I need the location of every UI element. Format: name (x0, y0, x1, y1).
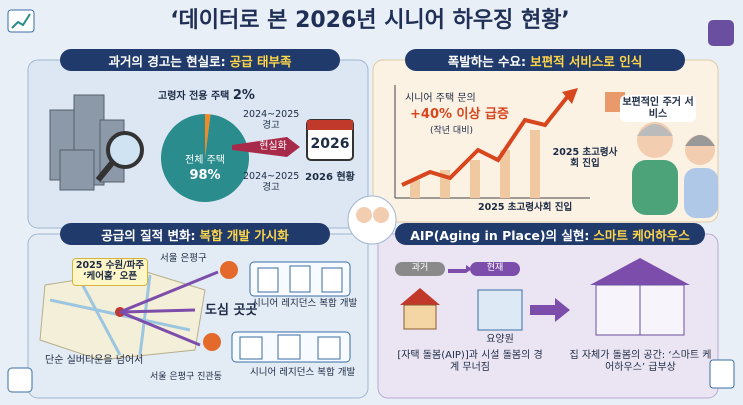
pin (203, 333, 221, 351)
corner-icons (7, 9, 735, 393)
couple-icon (347, 195, 397, 245)
heading-highlight: 공급 태부족 (229, 53, 292, 69)
tag-bg (395, 262, 445, 276)
calendar-year: 2026 (310, 136, 350, 152)
panel-heading: AIP(Aging in Place)의 실현: 스마트 케어하우스 (395, 223, 705, 245)
seniors (632, 122, 718, 218)
panel-heading: 폭발하는 수요: 보편적 서비스로 인식 (405, 49, 685, 71)
calendar (307, 120, 353, 130)
pie-label: 전체 주택 (185, 155, 225, 166)
pin (220, 261, 238, 279)
arrow (448, 265, 472, 273)
heading-highlight: 스마트 케어하우스 (593, 227, 690, 243)
label: 시니어 주택 문의 (405, 93, 476, 104)
label: 2026 현황 (305, 172, 355, 183)
pie-label: 고령자 전용 주택 2% (158, 88, 255, 104)
label: 서울 은평구 (160, 253, 207, 264)
tag-bg (470, 262, 520, 276)
label: 2024~2025 경고 (243, 109, 300, 131)
panel-heading: 공급의 질적 변화: 복합 개발 가시화 (60, 223, 330, 245)
heading-text: 과거의 경고는 현실로: (108, 53, 226, 69)
arrow (530, 298, 570, 322)
building-icons (231, 261, 351, 363)
speech-bubble: 보편적인 주거 서비스 (620, 95, 696, 122)
label: 서울 은평구 진관동 (150, 372, 222, 382)
house (400, 288, 440, 305)
label: 2025 초고령사회 진입 (478, 202, 573, 213)
pie-slice (205, 114, 211, 158)
panel-heading: 과거의 경고는 현실로: 공급 태부족 (60, 49, 340, 71)
title: ‘데이터로 본 2026년 시니어 하우징 현황’ (170, 8, 570, 33)
pie (161, 114, 250, 203)
pie-value: 98% (189, 168, 221, 183)
heading-highlight: 보편적 서비스로 인식 (530, 53, 643, 69)
magnifier (95, 161, 115, 182)
arrows (119, 270, 219, 347)
label: +40% 이상 급증 (410, 107, 509, 122)
label: 요양원 (486, 334, 514, 345)
smart-house (590, 258, 690, 285)
magnifier (106, 131, 144, 169)
heading-highlight: 복합 개발 가시화 (199, 227, 289, 243)
label: (작년 대비) (430, 126, 474, 136)
tag: 현재 (486, 263, 504, 273)
label: 2025 초고령사회 진입 (552, 147, 618, 169)
label: 집 자체가 돌봄의 공간: ‘스마트 케어하우스’ 급부상 (569, 350, 712, 373)
buildings (49, 94, 125, 191)
couple-icon (356, 207, 372, 223)
pie-slice (161, 114, 250, 203)
arrow (232, 137, 300, 157)
pie-label-text: 고령자 전용 주택 (158, 91, 230, 102)
arrow-label: 현실화 (259, 141, 287, 152)
pie-value: 2% (232, 88, 255, 103)
rising-chart (394, 85, 590, 199)
callout: 2025 수원/파주 ‘케어홈’ 오픈 (72, 258, 148, 286)
label: 단순 실버타운을 넘어서 (45, 355, 144, 366)
label: 2024~2025 경고 (243, 171, 300, 193)
label: [자택 돌봄(AIP)]과 시설 돌봄의 경계 무너짐 (397, 350, 543, 373)
label: 시니어 레지던스 복합 개발 (252, 298, 358, 309)
hospital (477, 289, 523, 331)
heading-text: AIP(Aging in Place)의 실현: (410, 227, 590, 243)
tag: 과거 (411, 263, 429, 273)
label: 시니어 레지던스 복합 개발 (250, 367, 356, 378)
couple-icon (373, 207, 389, 223)
house (403, 304, 437, 330)
heading-text: 공급의 질적 변화: (101, 227, 196, 243)
label: 도심 곳곳 (205, 303, 258, 318)
heading-text: 폭발하는 수요: (447, 53, 527, 69)
